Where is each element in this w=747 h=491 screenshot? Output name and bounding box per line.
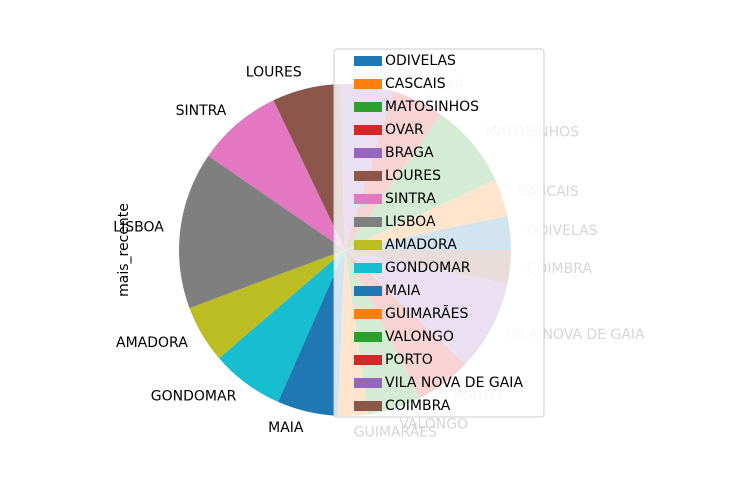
slice-label-amadora: AMADORA — [116, 335, 188, 351]
legend-swatch-matosinhos — [354, 102, 382, 112]
legend-swatch-valongo — [354, 332, 382, 342]
legend-label-porto: PORTO — [385, 352, 433, 368]
legend-swatch-maia — [354, 286, 382, 296]
legend-label-odivelas: ODIVELAS — [385, 53, 456, 69]
legend-swatch-gondomar — [354, 263, 382, 273]
legend-label-gondomar: GONDOMAR — [385, 260, 471, 276]
pie-slice-sintra — [208, 100, 345, 250]
legend-swatch-guimaraes — [354, 309, 382, 319]
legend-label-maia: MAIA — [385, 283, 421, 299]
legend: ODIVELAS CASCAIS MATOSINHOS OVAR BRAGA LOURES… — [333, 48, 545, 418]
legend-label-cascais: CASCAIS — [385, 76, 446, 92]
slice-label-lisboa: LISBOA — [113, 220, 164, 236]
pie-slice-maia — [278, 250, 345, 416]
legend-label-guimaraes: GUIMARÃES — [385, 305, 468, 322]
legend-swatch-vila-nova-de-gaia — [354, 378, 382, 388]
legend-label-loures: LOURES — [385, 168, 441, 184]
legend-swatch-cascais — [354, 79, 382, 89]
legend-label-ovar: OVAR — [385, 122, 424, 138]
legend-swatch-braga — [354, 148, 382, 158]
legend-label-coimbra: COIMBRA — [385, 398, 451, 414]
slice-label-guimaraes: GUIMARÃES — [354, 423, 437, 440]
pie-slice-loures — [273, 84, 345, 250]
legend-swatch-lisboa — [354, 217, 382, 227]
legend-swatch-coimbra — [354, 401, 382, 411]
pie-slice-lisboa — [178, 155, 345, 309]
slice-label-sintra: SINTRA — [176, 103, 227, 119]
legend-label-valongo: VALONGO — [385, 329, 454, 345]
legend-swatch-odivelas — [354, 56, 382, 66]
legend-swatch-porto — [354, 355, 382, 365]
slice-label-valongo: VALONGO — [399, 416, 468, 432]
legend-label-lisboa: LISBOA — [385, 214, 436, 230]
legend-label-sintra: SINTRA — [385, 191, 436, 207]
legend-label-braga: BRAGA — [385, 145, 434, 161]
legend-swatch-ovar — [354, 125, 382, 135]
legend-label-amadora: AMADORA — [385, 237, 457, 253]
y-axis-label: mais_recente — [116, 203, 132, 297]
legend-label-vila-nova-de-gaia: VILA NOVA DE GAIA — [385, 375, 523, 391]
legend-frame — [333, 48, 545, 418]
legend-swatch-sintra — [354, 194, 382, 204]
legend-label-matosinhos: MATOSINHOS — [385, 99, 479, 115]
slice-label-gondomar: GONDOMAR — [151, 389, 237, 405]
legend-swatch-loures — [354, 171, 382, 181]
slice-label-maia: MAIA — [268, 420, 304, 436]
pie-slice-gondomar — [219, 250, 345, 402]
legend-swatch-amadora — [354, 240, 382, 250]
pie-slice-amadora — [189, 250, 345, 359]
slice-label-loures: LOURES — [246, 65, 302, 81]
